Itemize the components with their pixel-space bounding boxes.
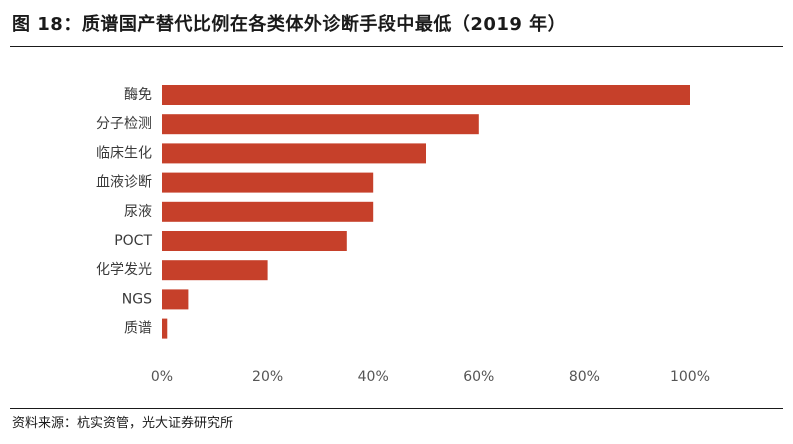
- source-note: 资料来源：杭实资管，光大证券研究所: [12, 416, 234, 431]
- bar-2: [162, 143, 426, 164]
- x-tick-label: 100%: [670, 369, 710, 385]
- x-tick-label: 60%: [463, 369, 494, 385]
- bar-0: [162, 85, 690, 105]
- bar-1: [162, 114, 479, 135]
- x-tick-labels: 0% 20% 40% 60% 80% 100%: [151, 369, 710, 385]
- x-tick-label: 80%: [569, 369, 600, 385]
- figure-title: 图 18：质谱国产替代比例在各类体外诊断手段中最低（2019 年）: [12, 14, 567, 35]
- bar-6: [162, 260, 268, 281]
- bars-group: [162, 85, 690, 339]
- category-label: NGS: [122, 291, 152, 307]
- category-label: POCT: [114, 233, 152, 249]
- bar-4: [162, 201, 374, 222]
- x-tick-label: 0%: [151, 369, 173, 385]
- x-tick-label: 40%: [358, 369, 389, 385]
- x-tick-label: 20%: [252, 369, 283, 385]
- bar-3: [162, 172, 374, 193]
- category-label: 分子检测: [96, 116, 152, 132]
- category-label: 血液诊断: [96, 175, 152, 191]
- category-label: 临床生化: [96, 145, 152, 161]
- bar-5: [162, 231, 347, 251]
- bottom-rule: [10, 408, 783, 409]
- category-label: 质谱: [124, 321, 152, 337]
- category-label: 化学发光: [96, 262, 152, 278]
- category-label: 酶免: [124, 87, 152, 103]
- bar-7: [162, 289, 189, 310]
- category-label: 尿液: [124, 204, 152, 220]
- bar-8: [162, 318, 168, 339]
- top-rule: [10, 46, 783, 47]
